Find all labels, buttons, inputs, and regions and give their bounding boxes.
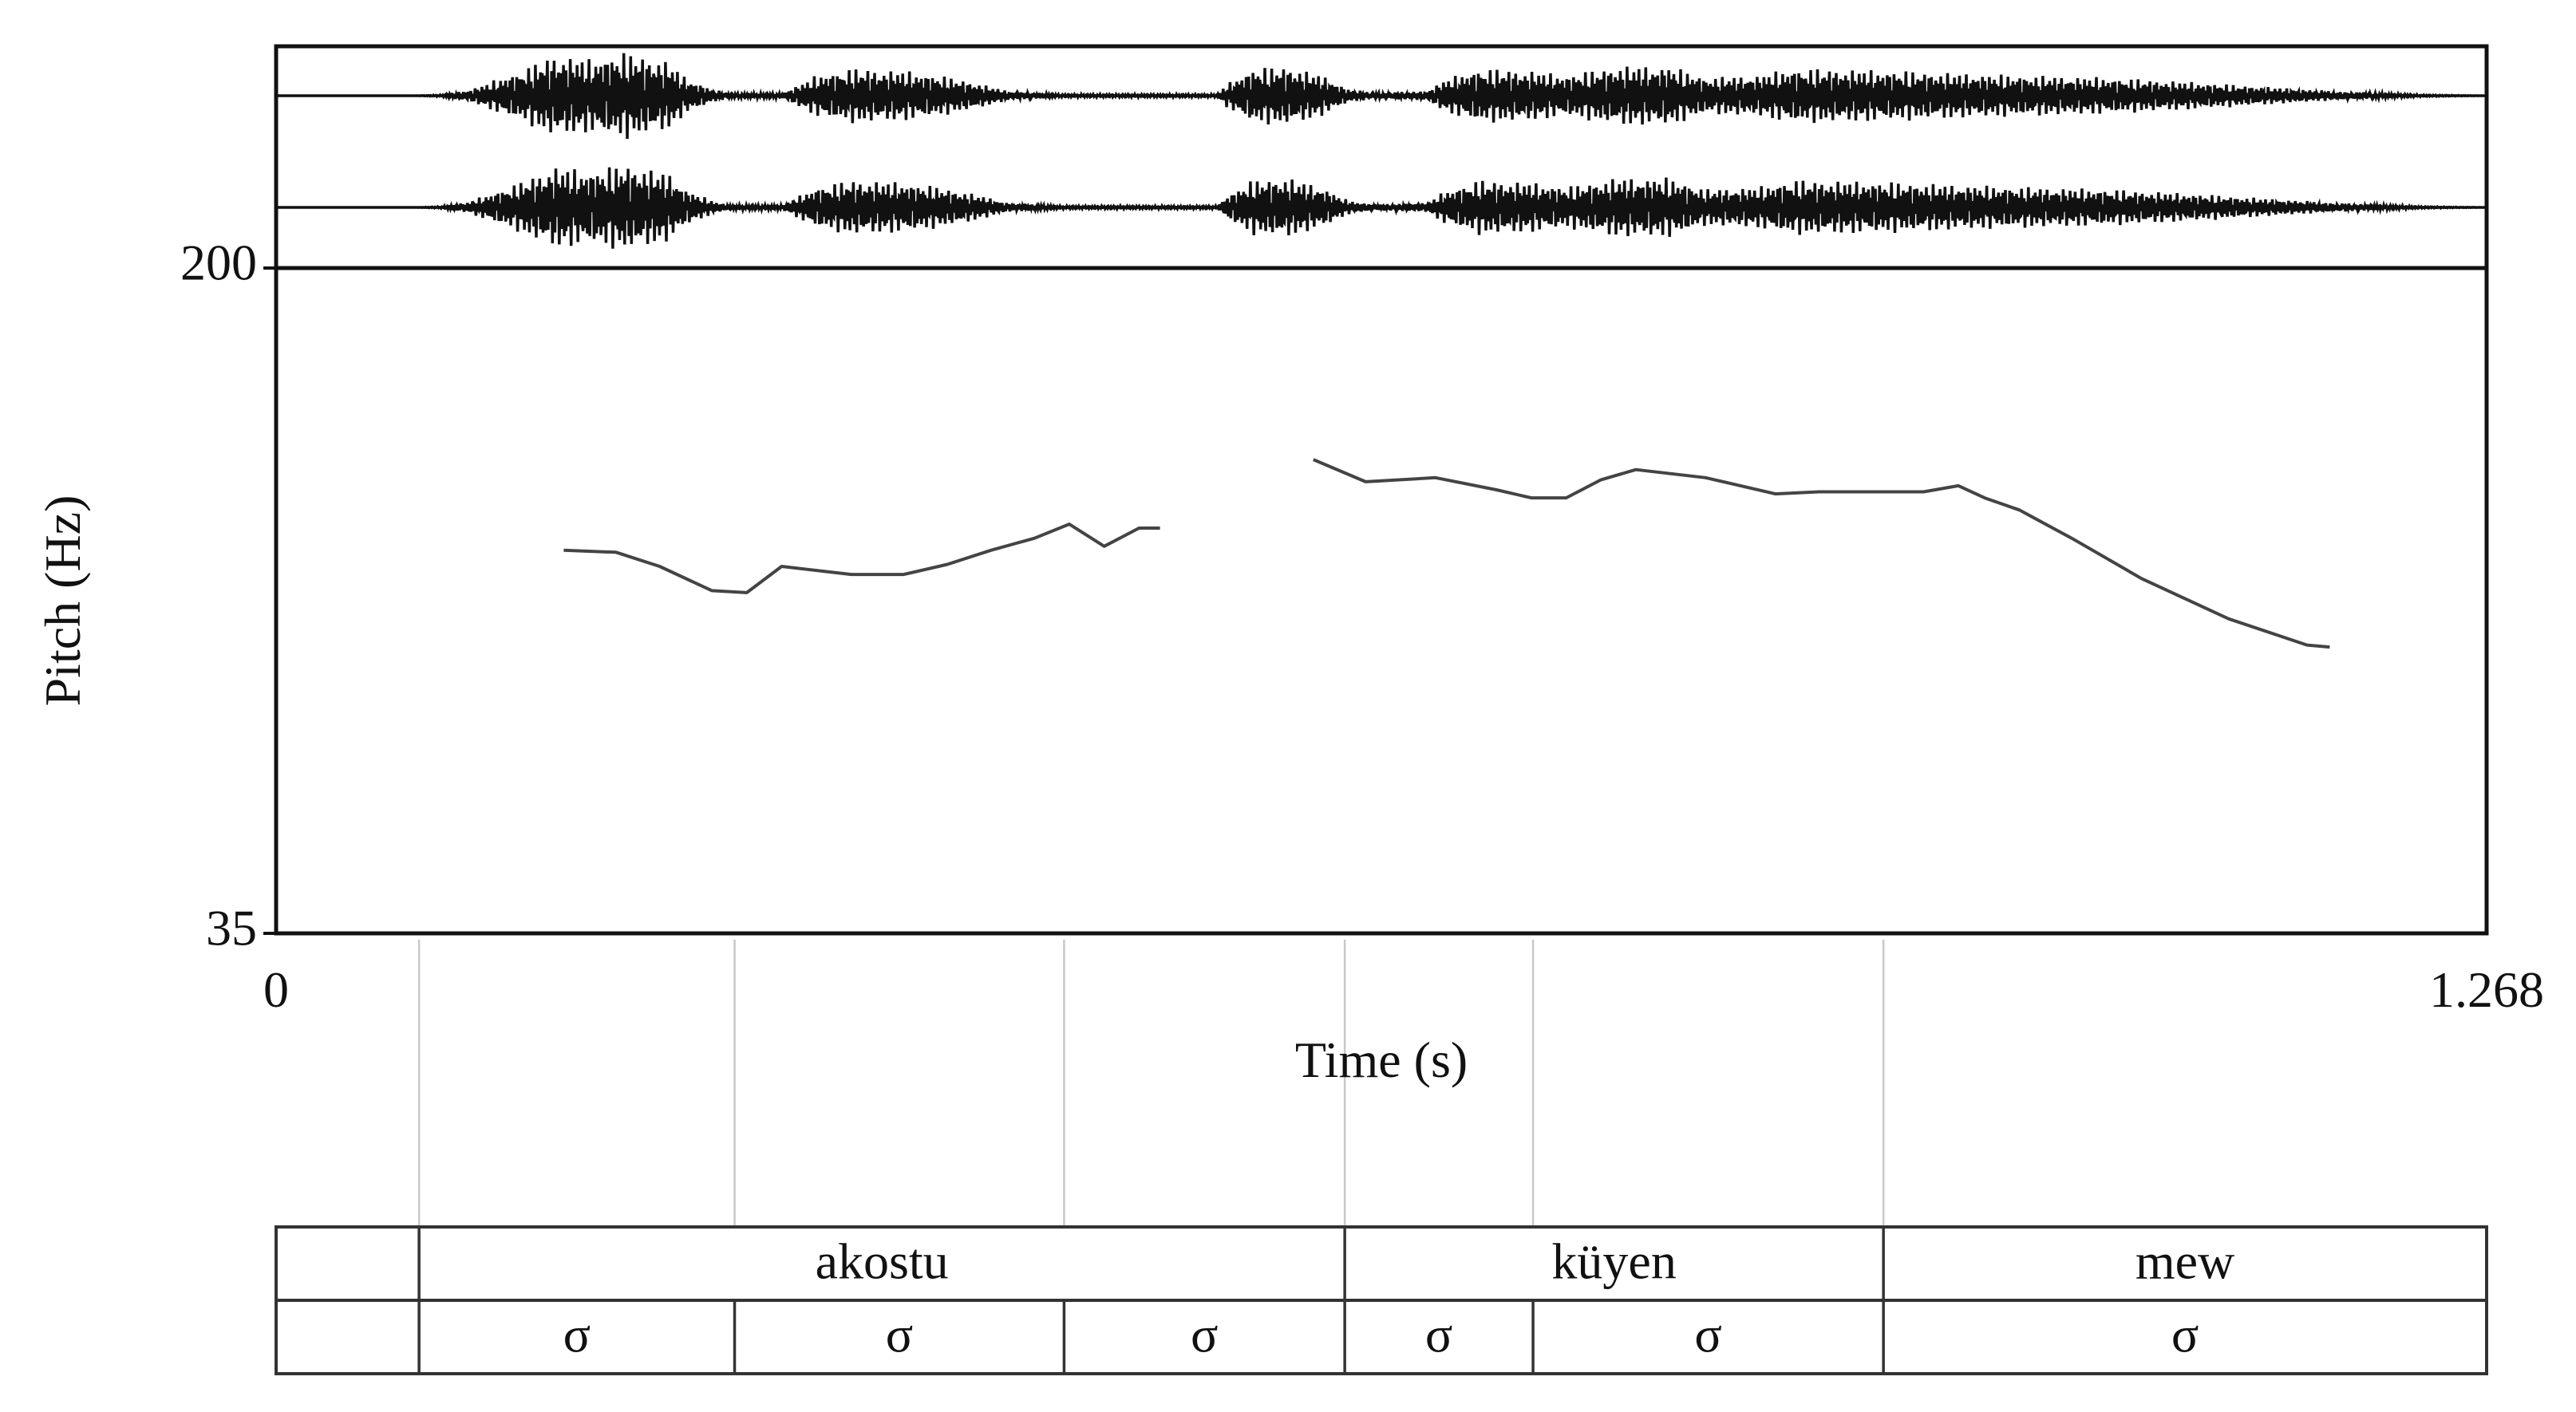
tier-2-label: σ xyxy=(2171,1307,2199,1363)
waveform-channel-1 xyxy=(276,53,2487,140)
tier-2-label: σ xyxy=(1191,1307,1219,1363)
y-tick-label-min: 35 xyxy=(206,900,257,956)
boundary-lines xyxy=(417,940,1885,1227)
tier-1-label: akostu xyxy=(816,1233,949,1290)
pitch-contour-2 xyxy=(1313,458,2330,649)
tier-2-label: σ xyxy=(563,1307,591,1363)
y-axis-label: Pitch (Hz) xyxy=(34,495,91,707)
pitch-series-group xyxy=(563,458,2330,649)
x-tick-label-min: 0 xyxy=(263,961,289,1018)
x-tick-label-max: 1.268 xyxy=(2429,961,2544,1018)
pitch-frame xyxy=(274,266,2489,936)
tier-boundaries xyxy=(417,1227,1885,1374)
tier-2-label: σ xyxy=(1694,1307,1722,1363)
textgrid: akostu küyen mew σ σ σ σ σ σ xyxy=(275,1225,2488,1375)
tier-2-label: σ xyxy=(886,1307,914,1363)
tier-1-label: küyen xyxy=(1551,1233,1676,1290)
waveform-channel-2 xyxy=(276,167,2487,249)
pitch-panel: 200 35 Pitch (Hz) xyxy=(34,235,2489,956)
tier-labels: akostu küyen mew σ σ σ σ σ σ xyxy=(563,1233,2235,1363)
pitch-contour-1 xyxy=(563,523,1160,594)
tier-1-label: mew xyxy=(2135,1233,2234,1290)
tier-2-label: σ xyxy=(1425,1307,1453,1363)
x-axis-label: Time (s) xyxy=(1295,1031,1468,1088)
y-tick-label-max: 200 xyxy=(180,235,257,291)
